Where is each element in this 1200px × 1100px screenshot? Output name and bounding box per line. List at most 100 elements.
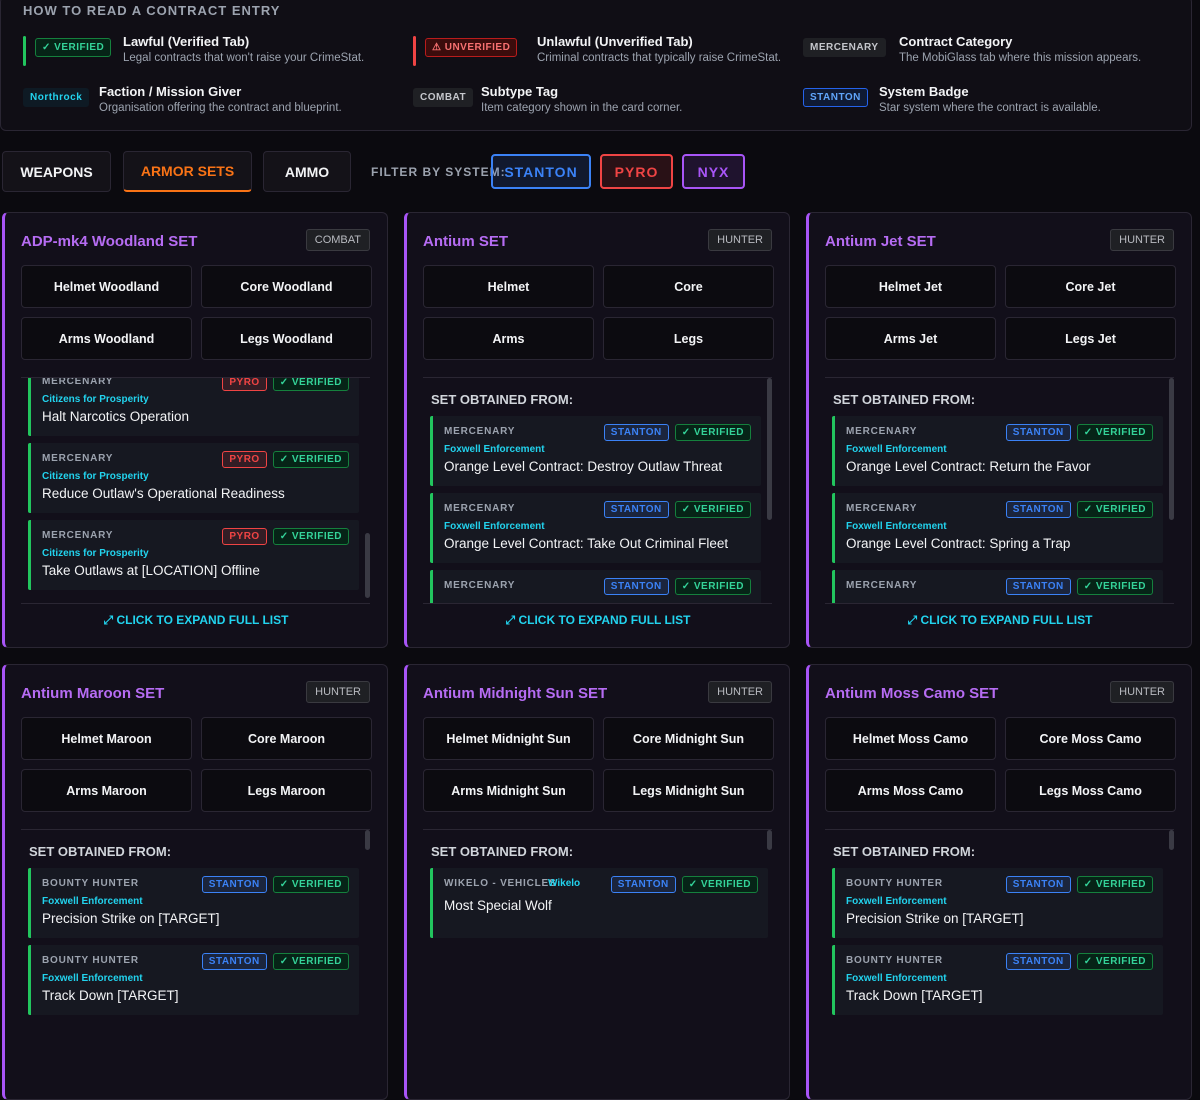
contract-category: BOUNTY HUNTER: [846, 878, 943, 889]
armor-piece[interactable]: Arms: [423, 317, 594, 360]
subtype-tag: HUNTER: [708, 229, 772, 251]
tab[interactable]: ARMOR SETS: [123, 151, 252, 192]
legend-entry-desc: The MobiGlass tab where this mission app…: [899, 52, 1142, 64]
scrollbar: [1169, 830, 1174, 850]
contract-faction: Foxwell Enforcement: [444, 521, 545, 532]
system-badge: STANTON: [1005, 876, 1071, 893]
status-badge: ✓ VERIFIED: [272, 876, 349, 893]
contract-entry[interactable]: MERCENARY PYRO ✓ VERIFIED Citizens for Pros…: [28, 520, 359, 590]
expand-link[interactable]: ⤢ CLICK TO EXPAND FULL LIST: [505, 613, 691, 627]
contract-category: MERCENARY: [42, 453, 114, 464]
status-badge: ✓ VERIFIED: [681, 876, 758, 893]
status-badge: ✓ VERIFIED: [272, 451, 349, 468]
armor-piece[interactable]: Helmet Midnight Sun: [423, 717, 594, 760]
armor-piece[interactable]: Arms Maroon: [21, 769, 192, 812]
armor-piece[interactable]: Legs Moss Camo: [1005, 769, 1176, 812]
armor-piece[interactable]: Helmet Jet: [825, 265, 996, 308]
armor-piece[interactable]: Helmet Maroon: [21, 717, 192, 760]
card-title: Antium Midnight Sun SET: [423, 685, 608, 702]
badge-row: STANTON ✓ VERIFIED: [1005, 424, 1153, 441]
armor-piece[interactable]: Legs Midnight Sun: [603, 769, 774, 812]
armor-piece[interactable]: Core Woodland: [201, 265, 372, 308]
legend-badge: COMBAT: [413, 88, 474, 107]
badge-row: PYRO ✓ VERIFIED: [222, 378, 349, 391]
tab[interactable]: WEAPONS: [2, 151, 111, 192]
scrollbar: [365, 533, 370, 598]
contract-entry[interactable]: MERCENARY STANTON ✓ VERIFIED: [832, 570, 1163, 603]
contract-faction: Wikelo: [548, 878, 581, 889]
scrollbar: [365, 830, 370, 850]
status-badge: ✓ VERIFIED: [674, 578, 751, 595]
contract-category: MERCENARY: [444, 426, 516, 437]
contract-entry[interactable]: MERCENARY PYRO ✓ VERIFIED Citizens for Pros…: [28, 378, 359, 436]
armor-piece[interactable]: Core Midnight Sun: [603, 717, 774, 760]
status-badge: ✓ VERIFIED: [272, 378, 349, 391]
tab[interactable]: AMMO: [263, 151, 351, 192]
contract-entry[interactable]: BOUNTY HUNTER STANTON ✓ VERIFIED Foxwell En…: [832, 868, 1163, 938]
system-filter[interactable]: STANTON: [491, 154, 591, 189]
contract-name: Most Special Wolf: [444, 898, 552, 913]
system-badge: STANTON: [610, 876, 676, 893]
legend-entry-title: Contract Category: [899, 34, 1013, 49]
system-badge: STANTON: [201, 953, 267, 970]
armor-piece[interactable]: Legs: [603, 317, 774, 360]
contract-entry[interactable]: BOUNTY HUNTER STANTON ✓ VERIFIED Foxwell En…: [28, 868, 359, 938]
divider: [423, 377, 772, 378]
scrollbar: [1169, 378, 1174, 520]
divider: [423, 829, 772, 830]
contract-entry[interactable]: MERCENARY STANTON ✓ VERIFIED Foxwell Enforc…: [430, 416, 761, 486]
system-badge: STANTON: [1005, 953, 1071, 970]
card-title: Antium Moss Camo SET: [825, 685, 999, 702]
card-title: ADP-mk4 Woodland SET: [21, 233, 198, 250]
contract-name: Reduce Outlaw's Operational Readiness: [42, 486, 285, 501]
system-badge: PYRO: [222, 451, 267, 468]
contract-name: Track Down [TARGET]: [846, 988, 983, 1003]
system-filter[interactable]: NYX: [682, 154, 745, 189]
subtype-tag: HUNTER: [708, 681, 772, 703]
armor-piece[interactable]: Arms Midnight Sun: [423, 769, 594, 812]
contract-entry[interactable]: MERCENARY PYRO ✓ VERIFIED Citizens for Pros…: [28, 443, 359, 513]
badge-row: STANTON ✓ VERIFIED: [201, 953, 349, 970]
contract-entry[interactable]: WIKELO - VEHICLES STANTON ✓ VERIFIED Wikelo…: [430, 868, 768, 938]
status-badge: ✓ VERIFIED: [1076, 424, 1153, 441]
armor-piece[interactable]: Legs Maroon: [201, 769, 372, 812]
armor-piece[interactable]: Arms Jet: [825, 317, 996, 360]
system-badge: STANTON: [1005, 578, 1071, 595]
contract-name: Orange Level Contract: Return the Favor: [846, 459, 1091, 474]
divider: [21, 829, 370, 830]
armor-piece[interactable]: Helmet Moss Camo: [825, 717, 996, 760]
system-filter[interactable]: PYRO: [600, 154, 673, 189]
contract-entry[interactable]: MERCENARY STANTON ✓ VERIFIED: [430, 570, 761, 603]
legend-panel: HOW TO READ A CONTRACT ENTRY ✓ VERIFIED La…: [0, 0, 1192, 131]
armor-piece[interactable]: Core Maroon: [201, 717, 372, 760]
armor-piece[interactable]: Core: [603, 265, 774, 308]
contract-entry[interactable]: MERCENARY STANTON ✓ VERIFIED Foxwell Enforc…: [832, 493, 1163, 563]
armor-piece[interactable]: Core Moss Camo: [1005, 717, 1176, 760]
contract-entry[interactable]: BOUNTY HUNTER STANTON ✓ VERIFIED Foxwell En…: [832, 945, 1163, 1015]
contract-category: WIKELO - VEHICLES: [444, 878, 557, 889]
expand-link[interactable]: ⤢ CLICK TO EXPAND FULL LIST: [907, 613, 1093, 627]
expand-link[interactable]: ⤢ CLICK TO EXPAND FULL LIST: [103, 613, 289, 627]
obtained-label: SET OBTAINED FROM:: [833, 844, 976, 859]
armor-piece[interactable]: Legs Woodland: [201, 317, 372, 360]
obtained-label: SET OBTAINED FROM:: [833, 392, 976, 407]
system-badge: PYRO: [222, 378, 267, 391]
armor-piece[interactable]: Arms Moss Camo: [825, 769, 996, 812]
legend-entry: COMBAT Subtype Tag Item category shown in …: [413, 84, 793, 124]
contract-entry[interactable]: BOUNTY HUNTER STANTON ✓ VERIFIED Foxwell En…: [28, 945, 359, 1015]
scrollbar: [767, 830, 772, 850]
badge-row: STANTON ✓ VERIFIED: [603, 578, 751, 595]
contract-entry[interactable]: MERCENARY STANTON ✓ VERIFIED Foxwell Enforc…: [430, 493, 761, 563]
armor-piece[interactable]: Legs Jet: [1005, 317, 1176, 360]
system-badge: STANTON: [1005, 424, 1071, 441]
armor-piece[interactable]: Core Jet: [1005, 265, 1176, 308]
contract-category: MERCENARY: [42, 378, 114, 387]
contract-faction: Citizens for Prosperity: [42, 471, 149, 482]
contract-entry[interactable]: MERCENARY STANTON ✓ VERIFIED Foxwell Enforc…: [832, 416, 1163, 486]
system-badge: STANTON: [603, 578, 669, 595]
legend-entry-desc: Criminal contracts that typically raise …: [537, 52, 782, 64]
armor-piece[interactable]: Arms Woodland: [21, 317, 192, 360]
armor-piece[interactable]: Helmet: [423, 265, 594, 308]
contract-faction: Foxwell Enforcement: [42, 973, 143, 984]
armor-piece[interactable]: Helmet Woodland: [21, 265, 192, 308]
